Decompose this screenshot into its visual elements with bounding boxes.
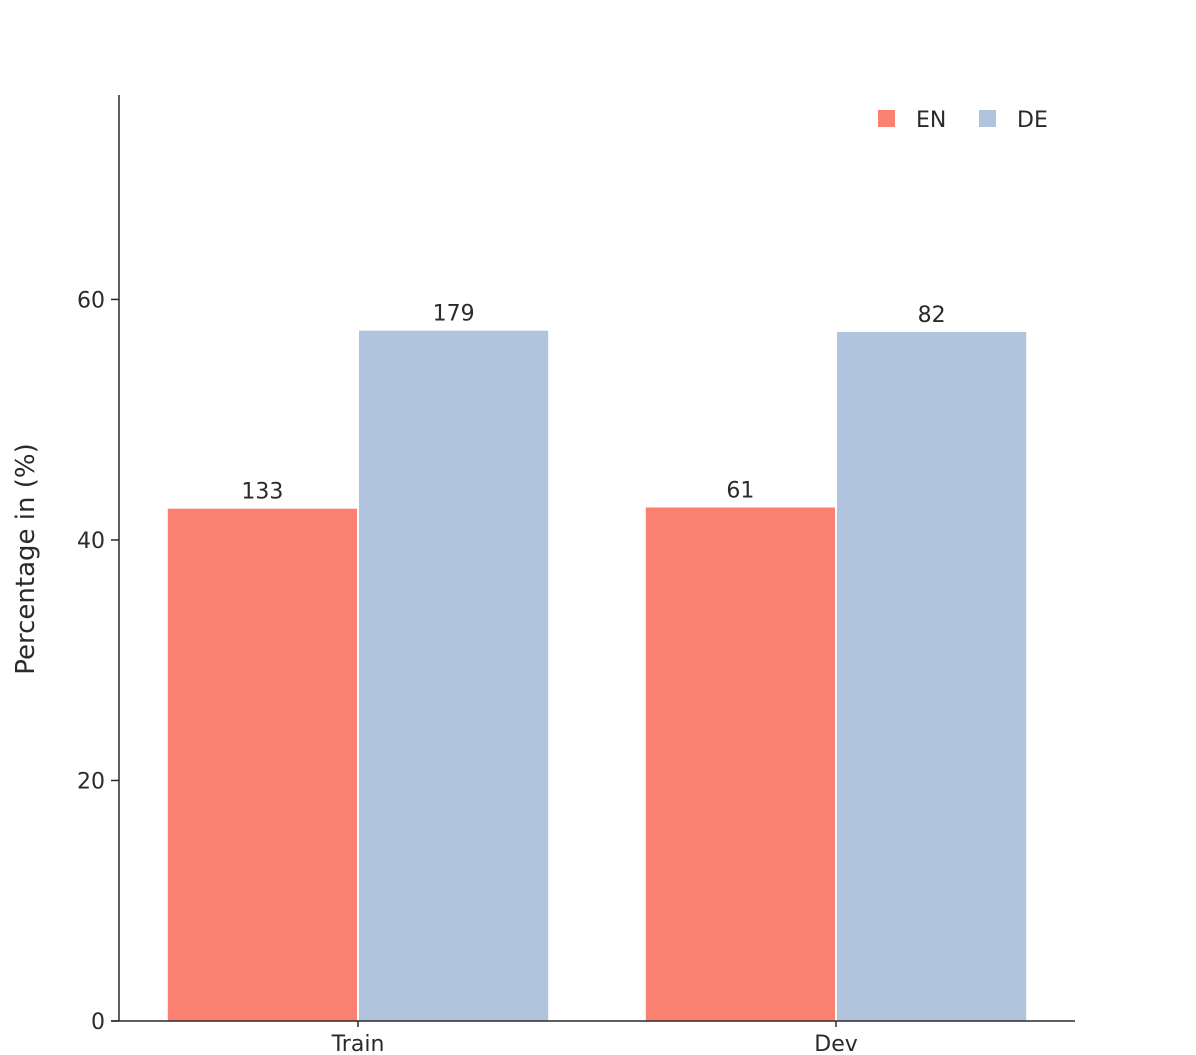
y-tick-label: 0: [91, 1010, 105, 1035]
legend-label-en: EN: [916, 108, 946, 133]
data-labels-layer: 133 179 61 82: [241, 302, 945, 505]
x-tick-label: Dev: [814, 1032, 858, 1055]
bar-de-train: [359, 330, 549, 1021]
legend-swatch-de: [979, 110, 996, 127]
y-axis-title: Percentage in (%): [11, 443, 41, 675]
data-label-en-train: 133: [241, 480, 283, 505]
data-label-de-train: 179: [433, 302, 475, 327]
legend-label-de: DE: [1017, 108, 1048, 133]
y-ticks-layer: 0 20 40 60: [77, 288, 119, 1035]
y-tick-label: 20: [77, 769, 105, 794]
data-label-de-dev: 82: [918, 303, 946, 328]
y-tick-label: 40: [77, 529, 105, 554]
legend: EN DE: [878, 108, 1048, 133]
axes-layer: [111, 95, 1075, 1022]
bar-en-dev: [645, 507, 835, 1021]
data-label-en-dev: 61: [726, 478, 754, 503]
x-ticks-layer: Train Dev: [331, 1021, 858, 1055]
bar-de-dev: [837, 331, 1027, 1021]
bars-layer: [167, 330, 1027, 1022]
x-tick-label: Train: [331, 1032, 385, 1055]
legend-swatch-en: [878, 110, 895, 127]
y-tick-label: 60: [77, 288, 105, 313]
bar-en-train: [167, 508, 357, 1022]
